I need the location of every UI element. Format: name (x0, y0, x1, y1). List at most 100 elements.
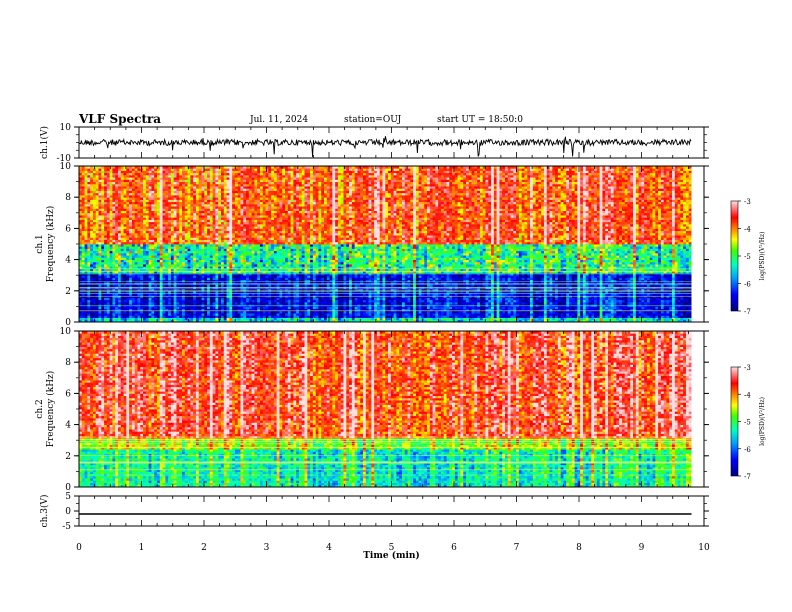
spectrogram-cell (248, 317, 253, 321)
spectrogram-cell (312, 319, 317, 323)
spectrogram-cell (685, 319, 690, 323)
spectrogram-cell (79, 315, 83, 318)
spectrogram-cell (129, 315, 133, 318)
spectrogram-cell (630, 317, 634, 321)
spectrogram-cell (109, 317, 113, 321)
spectrogram-cell (680, 319, 684, 323)
spectrogram-cell (126, 315, 130, 318)
spectrogram-cell (268, 313, 272, 316)
spectrogram-cell (418, 313, 422, 316)
spectrogram-cell (482, 317, 486, 321)
spectrogram-cell (137, 319, 141, 323)
spectrogram-cell (621, 315, 626, 318)
spectrogram-cell (335, 319, 339, 323)
spectrogram-cell (307, 319, 311, 323)
spectrogram-cell (154, 319, 158, 323)
spectrogram-cell (477, 315, 481, 318)
spectrogram-cell (569, 315, 573, 318)
spectrogram-cell (457, 317, 461, 321)
spectrogram-cell (376, 319, 381, 323)
spectrogram-cell (332, 319, 336, 323)
spectrogram-cell (129, 317, 133, 321)
spectrogram-cell (357, 317, 361, 321)
spectrogram-cell (362, 313, 367, 316)
spectrogram-cell (220, 317, 225, 321)
spectrogram-cell (446, 319, 450, 323)
spectrogram-cell (351, 313, 356, 316)
spectrogram-cell (429, 317, 433, 321)
spectrogram-cell (251, 315, 255, 318)
spectrogram-cell (362, 317, 367, 321)
spectrogram-cell (560, 317, 564, 321)
spectrogram-cell (624, 317, 628, 321)
spectrogram-cell (229, 319, 233, 323)
spectrogram-cell (474, 315, 478, 318)
spectrogram-cell (635, 317, 639, 321)
spectrogram-cell (273, 317, 278, 321)
spectrogram-cell (154, 317, 158, 321)
spectrogram-cell (516, 317, 520, 321)
spectrogram-cell (424, 315, 428, 318)
spectrogram-cell (92, 315, 97, 318)
spectrogram-cell (95, 317, 99, 321)
spectrogram-cell (193, 319, 197, 323)
spectrogram-cell (460, 317, 464, 321)
spectrogram-cell (552, 315, 556, 318)
spectrogram-cell (312, 313, 317, 316)
spectrogram-cell (296, 315, 300, 318)
spectrogram-cell (84, 313, 88, 316)
spectrogram-cell (240, 319, 244, 323)
spectrogram-cell (310, 313, 314, 316)
spectrogram-cell (379, 317, 383, 321)
spectrogram-cell (87, 315, 91, 318)
spectrogram-cell (546, 319, 550, 323)
spectrogram-cell (502, 313, 506, 316)
spectrogram-cell (357, 315, 361, 318)
spectrogram-cell (510, 319, 514, 323)
spectrogram-cell (321, 317, 325, 321)
spectrogram-cell (496, 315, 500, 318)
spectrogram-cell (630, 315, 634, 318)
spectrogram-cell (220, 315, 225, 318)
spectrogram-cell (527, 319, 531, 323)
spectrogram-cell (477, 313, 481, 316)
spectrogram-cell (176, 315, 180, 318)
spectrogram-cell (287, 319, 291, 323)
spectrogram-cells (79, 166, 692, 323)
spectrogram-cell (440, 317, 445, 321)
spectrogram-cell (591, 315, 595, 318)
spectrogram-cell (390, 319, 394, 323)
spectrogram-cell (652, 315, 656, 318)
spectrogram-cell (176, 319, 180, 323)
spectrogram-cell (279, 315, 283, 318)
spectrogram-cell (226, 315, 230, 318)
spectrogram-cell (209, 319, 214, 323)
spectrogram-cell (385, 313, 389, 316)
spectrogram-cell (165, 315, 169, 318)
spectrogram-cell (162, 315, 166, 318)
spectrogram-cell (557, 317, 562, 321)
spectrogram-cell (170, 313, 175, 316)
spectrogram-cell (145, 319, 149, 323)
spectrogram-cell (143, 315, 147, 318)
spectrogram-cell (79, 317, 83, 321)
spectrogram-cell (415, 317, 420, 321)
spectrogram-cell (151, 319, 155, 323)
spectrogram-cell (212, 315, 216, 318)
spectrogram-cell (215, 317, 219, 321)
spectrogram-cell (407, 319, 411, 323)
spectrogram-cell (265, 317, 269, 321)
spectrogram-cell (304, 319, 308, 323)
spectrogram-cell (218, 317, 222, 321)
spectrogram-cell (427, 319, 431, 323)
spectrogram-cell (176, 317, 180, 321)
spectrogram-cell (502, 315, 506, 318)
spectrogram-cell (479, 315, 484, 318)
spectrogram-cell (257, 317, 261, 321)
spectrogram-cell (588, 319, 592, 323)
spectrogram-cell (201, 319, 205, 323)
spectrogram-cell (368, 313, 372, 316)
spectrogram-cell (315, 319, 319, 323)
spectrogram-cell (112, 315, 116, 318)
